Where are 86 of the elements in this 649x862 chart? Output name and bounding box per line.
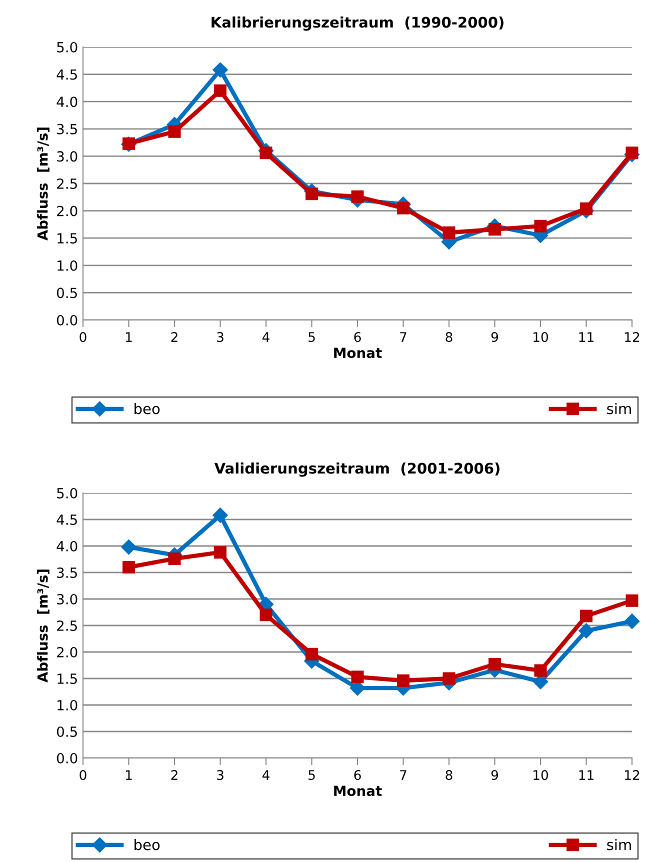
x-tick-label: 3	[217, 332, 224, 342]
y-tick-label: 5.0	[57, 488, 78, 498]
y-tick-label: 3.0	[57, 594, 78, 604]
point	[168, 125, 181, 138]
y-tick-label: 1.5	[58, 674, 77, 684]
point	[397, 674, 410, 687]
point	[212, 508, 228, 523]
x-tick-label: 0	[80, 770, 86, 780]
point	[442, 672, 456, 685]
point	[534, 220, 547, 232]
point	[534, 664, 547, 677]
legend-label: sim	[607, 838, 631, 850]
point	[442, 226, 456, 239]
x-tick-label: 8	[446, 770, 452, 780]
y-tick-label: 0.5	[56, 288, 77, 298]
y-tick-label: 2.0	[57, 646, 78, 658]
y-tick-label: 0.0	[56, 752, 78, 764]
chart-title: Kalibrierungszeitraum (1990-2000)	[212, 16, 504, 31]
y-tick-label: 0.5	[56, 726, 77, 737]
x-tick-label: 11	[579, 770, 594, 780]
x-tick-label: 12	[625, 770, 640, 780]
point	[624, 614, 640, 629]
x-tick-label: 9	[491, 332, 498, 342]
y-tick-label: 4.0	[56, 540, 78, 552]
point	[580, 610, 592, 622]
chart-title: Validierungszeitraum (2001-2006)	[214, 462, 500, 477]
y-tick-label: 2.5	[57, 178, 77, 189]
point	[488, 223, 501, 236]
legend-label: beo	[134, 402, 160, 414]
x-tick-label: 1	[126, 332, 132, 342]
y-tick-label: 1.5	[58, 233, 77, 244]
x-tick-label: 5	[308, 332, 315, 342]
x-tick-label: 8	[446, 332, 452, 342]
y-tick-label: 1.0	[58, 700, 78, 710]
y-tick-label: 2.0	[57, 206, 78, 216]
point	[351, 670, 364, 684]
point	[397, 202, 410, 214]
point	[122, 560, 135, 574]
point	[121, 539, 136, 555]
point	[260, 608, 272, 622]
x-axis-title: Monat	[334, 786, 382, 796]
x-tick-label: 10	[534, 770, 548, 780]
point	[260, 146, 272, 160]
x-tick-label: 5	[308, 770, 315, 780]
x-tick-label: 11	[579, 332, 594, 342]
x-tick-label: 4	[262, 770, 270, 780]
x-tick-label: 1	[126, 770, 132, 780]
point	[488, 658, 501, 670]
point	[580, 202, 592, 215]
x-tick-label: 6	[354, 332, 361, 342]
y-tick-label: 3.5	[57, 124, 77, 134]
x-tick-label: 7	[400, 332, 406, 342]
y-tick-label: 3.5	[57, 567, 77, 578]
y-tick-label: 1.0	[58, 260, 78, 271]
x-tick-label: 0	[80, 332, 86, 342]
x-tick-label: 12	[625, 332, 640, 342]
x-tick-label: 3	[217, 770, 224, 780]
point	[168, 552, 181, 565]
point	[214, 546, 226, 559]
point	[306, 648, 318, 660]
x-tick-label: 9	[491, 770, 498, 780]
x-tick-label: 10	[534, 332, 548, 342]
x-tick-label: 7	[400, 770, 406, 780]
x-axis-title: Monat	[334, 348, 382, 358]
point	[578, 623, 594, 638]
y-axis-title: Abfluss [m³/s]	[37, 128, 50, 241]
x-tick-label: 6	[354, 770, 361, 780]
point	[214, 84, 226, 97]
y-tick-label: 4.0	[56, 96, 78, 108]
x-tick-label: 2	[171, 332, 178, 342]
y-tick-label: 4.5	[56, 69, 77, 80]
point	[212, 62, 228, 78]
x-tick-label: 2	[171, 770, 178, 780]
x-tick-label: 4	[262, 332, 270, 342]
legend-label: beo	[134, 838, 160, 850]
point	[626, 594, 638, 607]
y-tick-label: 0.0	[56, 314, 78, 326]
y-tick-label: 3.0	[57, 151, 78, 162]
point	[351, 190, 364, 203]
legend-label: sim	[607, 402, 631, 414]
point	[306, 188, 318, 200]
y-tick-label: 5.0	[57, 42, 78, 52]
y-tick-label: 2.5	[57, 620, 77, 631]
y-axis-title: Abfluss [m³/s]	[37, 570, 50, 683]
point	[626, 146, 638, 160]
y-tick-label: 4.5	[56, 514, 77, 525]
